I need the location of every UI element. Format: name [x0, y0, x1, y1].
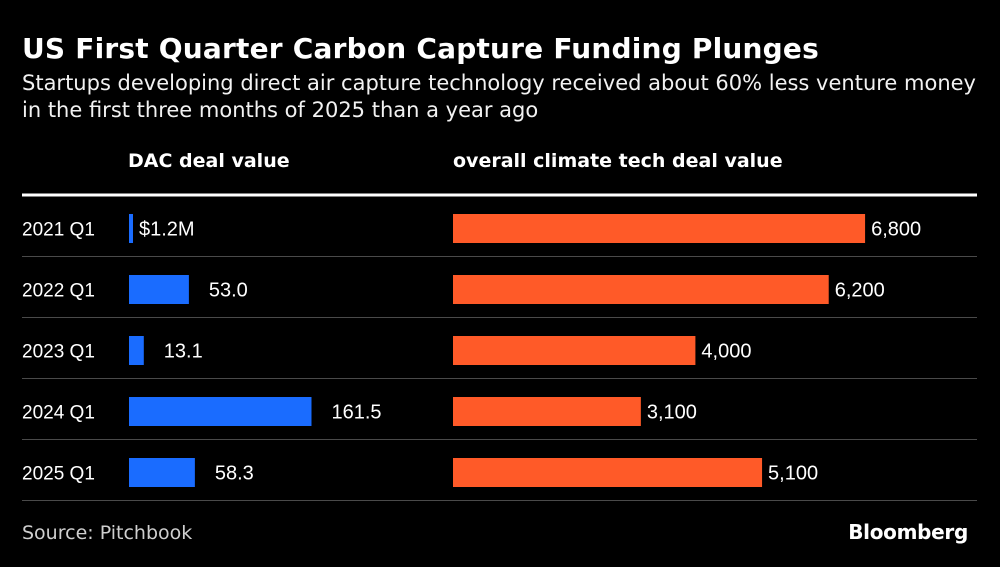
climate-bar	[453, 275, 829, 304]
dac-bar	[129, 336, 144, 365]
dac-bar	[129, 275, 189, 304]
dac-value-label: 53.0	[209, 280, 248, 302]
row-label: 2022 Q1	[22, 281, 95, 302]
source-note: Source: Pitchbook	[22, 522, 193, 544]
chart-subtitle: Startups developing direct air capture t…	[22, 71, 976, 122]
climate-bar	[453, 458, 763, 487]
dac-value-label: 13.1	[164, 341, 203, 363]
climate-value-label: 6,200	[835, 280, 885, 302]
climate-bar	[453, 397, 641, 426]
row-label: 2021 Q1	[22, 220, 95, 241]
dac-bar	[129, 397, 312, 426]
climate-column-header: overall climate tech deal value	[453, 150, 783, 172]
climate-value-label: 4,000	[701, 341, 751, 363]
dac-bar	[129, 214, 133, 243]
chart-title: US First Quarter Carbon Capture Funding …	[22, 32, 819, 65]
bloomberg-logo: Bloomberg	[848, 520, 968, 544]
dac-column-header: DAC deal value	[128, 150, 290, 172]
dac-bar	[129, 458, 195, 487]
climate-value-label: 6,800	[871, 219, 921, 241]
row-label: 2023 Q1	[22, 342, 95, 363]
row-label: 2024 Q1	[22, 403, 95, 424]
climate-bar	[453, 336, 696, 365]
row-label: 2025 Q1	[22, 464, 95, 485]
climate-value-label: 3,100	[647, 402, 697, 424]
climate-value-label: 5,100	[768, 463, 818, 485]
dac-value-label: 161.5	[331, 402, 381, 424]
dac-value-label: 58.3	[215, 463, 254, 485]
climate-bar	[453, 214, 866, 243]
dac-value-label: $1.2M	[139, 219, 195, 241]
